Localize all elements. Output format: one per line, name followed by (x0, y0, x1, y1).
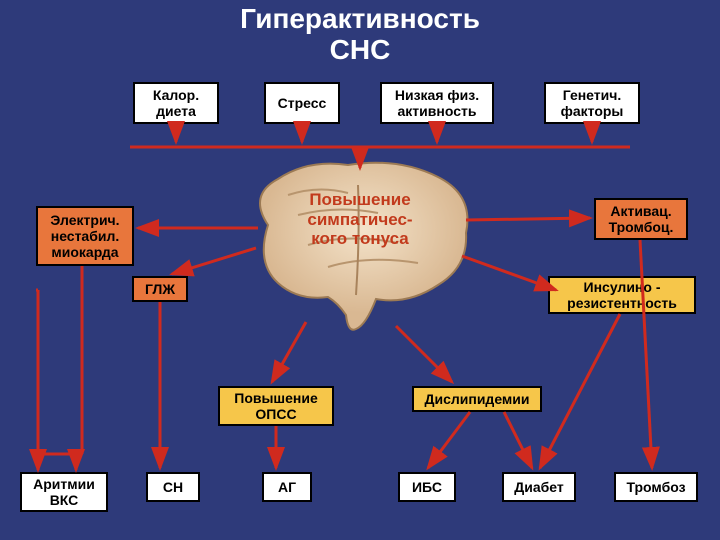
box-sn: СН (146, 472, 200, 502)
box-electr: Электрич.нестабил.миокарда (36, 206, 134, 266)
box-kalor: Калор.диета (133, 82, 219, 124)
box-aritm: АритмииВКС (20, 472, 108, 512)
diagram-title: ГиперактивностьСНС (0, 4, 720, 66)
box-opss: ПовышениеОПСС (218, 386, 334, 426)
box-ag: АГ (262, 472, 312, 502)
box-activ: Активац.Тромбоц. (594, 198, 688, 240)
box-genetic: Генетич.факторы (544, 82, 640, 124)
box-dislip: Дислипидемии (412, 386, 542, 412)
box-insulin: Инсулино -резистентность (548, 276, 696, 314)
box-ibs: ИБС (398, 472, 456, 502)
box-diabet: Диабет (502, 472, 576, 502)
box-tromboz: Тромбоз (614, 472, 698, 502)
center-text: Повышениесимпатичес-кого тонуса (260, 190, 460, 249)
box-lowphys: Низкая физ.активность (380, 82, 494, 124)
box-stress: Стресс (264, 82, 340, 124)
box-glh: ГЛЖ (132, 276, 188, 302)
